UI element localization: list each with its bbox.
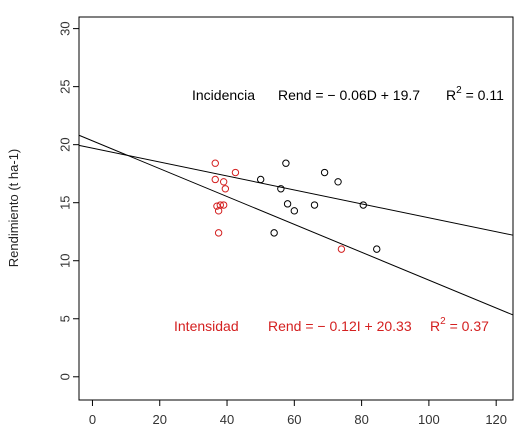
x-axis: 0 20 40 60 80 100 120	[89, 400, 507, 427]
r2-superscript: 2	[440, 316, 446, 327]
data-point-intensidad	[219, 201, 228, 209]
regression-line-incidencia	[78, 144, 514, 236]
x-tick-label: 120	[485, 412, 507, 427]
data-point-intensidad	[221, 185, 230, 193]
data-point-incidencia	[373, 245, 381, 253]
x-tick-label: 100	[418, 412, 440, 427]
y-tick-label: 25	[58, 79, 73, 93]
annotation-incidencia-equation: Rend = − 0.06D + 19.7	[278, 87, 420, 103]
annotation-incidencia-r2: R2 = 0.11	[446, 85, 504, 103]
annotation-intensidad-equation: Rend = − 0.12I + 20.33	[268, 318, 412, 334]
data-point-incidencia	[310, 201, 319, 209]
y-axis-label: Rendimiento (t ha-1)	[6, 149, 21, 268]
y-tick-label: 15	[58, 195, 73, 209]
y-axis: 0 5 10 15 20 25 30	[58, 21, 79, 380]
data-point-incidencia	[256, 175, 265, 184]
y-tick-label: 5	[58, 315, 73, 322]
annotation-incidencia: Incidencia Rend = − 0.06D + 19.7 R2 = 0.…	[192, 85, 504, 103]
y-tick-label: 30	[58, 21, 73, 35]
y-tick-label: 10	[58, 253, 73, 267]
data-point-incidencia	[270, 229, 278, 237]
data-point-intensidad	[213, 202, 221, 210]
annotation-intensidad-name: Intensidad	[174, 318, 239, 334]
r2-label: R	[446, 87, 456, 103]
r2-superscript: 2	[456, 85, 462, 96]
annotation-incidencia-name: Incidencia	[192, 87, 255, 103]
y-tick-label: 0	[58, 373, 73, 380]
data-point-intensidad	[219, 178, 228, 186]
annotation-intensidad: Intensidad Rend = − 0.12I + 20.33 R2 = 0…	[174, 316, 489, 334]
data-point-intensidad	[211, 175, 219, 184]
data-point-incidencia	[290, 207, 299, 215]
data-point-incidencia	[277, 185, 285, 193]
y-tick-label: 20	[58, 137, 73, 151]
r2-label: R	[430, 318, 440, 334]
annotation-intensidad-r2: R2 = 0.37	[430, 316, 489, 334]
data-point-incidencia	[320, 168, 329, 177]
data-point-incidencia	[282, 159, 290, 167]
data-point-intensidad	[231, 168, 240, 177]
data-point-incidencia	[359, 201, 367, 209]
x-tick-label: 40	[220, 412, 234, 427]
fit-lines	[78, 134, 514, 316]
data-point-intensidad	[337, 245, 346, 253]
r2-value: = 0.11	[462, 87, 504, 103]
regression-line-intensidad	[78, 134, 514, 316]
x-tick-label: 60	[287, 412, 301, 427]
data-point-intensidad	[211, 159, 219, 167]
x-tick-label: 0	[89, 412, 96, 427]
r2-value: = 0.37	[446, 318, 489, 334]
data-point-incidencia	[334, 178, 342, 186]
data-points	[211, 159, 381, 253]
x-tick-label: 20	[153, 412, 167, 427]
plot-frame	[78, 16, 514, 401]
data-point-incidencia	[283, 200, 292, 208]
x-tick-label: 80	[354, 412, 368, 427]
data-point-intensidad	[214, 229, 223, 237]
data-point-intensidad	[216, 201, 225, 209]
